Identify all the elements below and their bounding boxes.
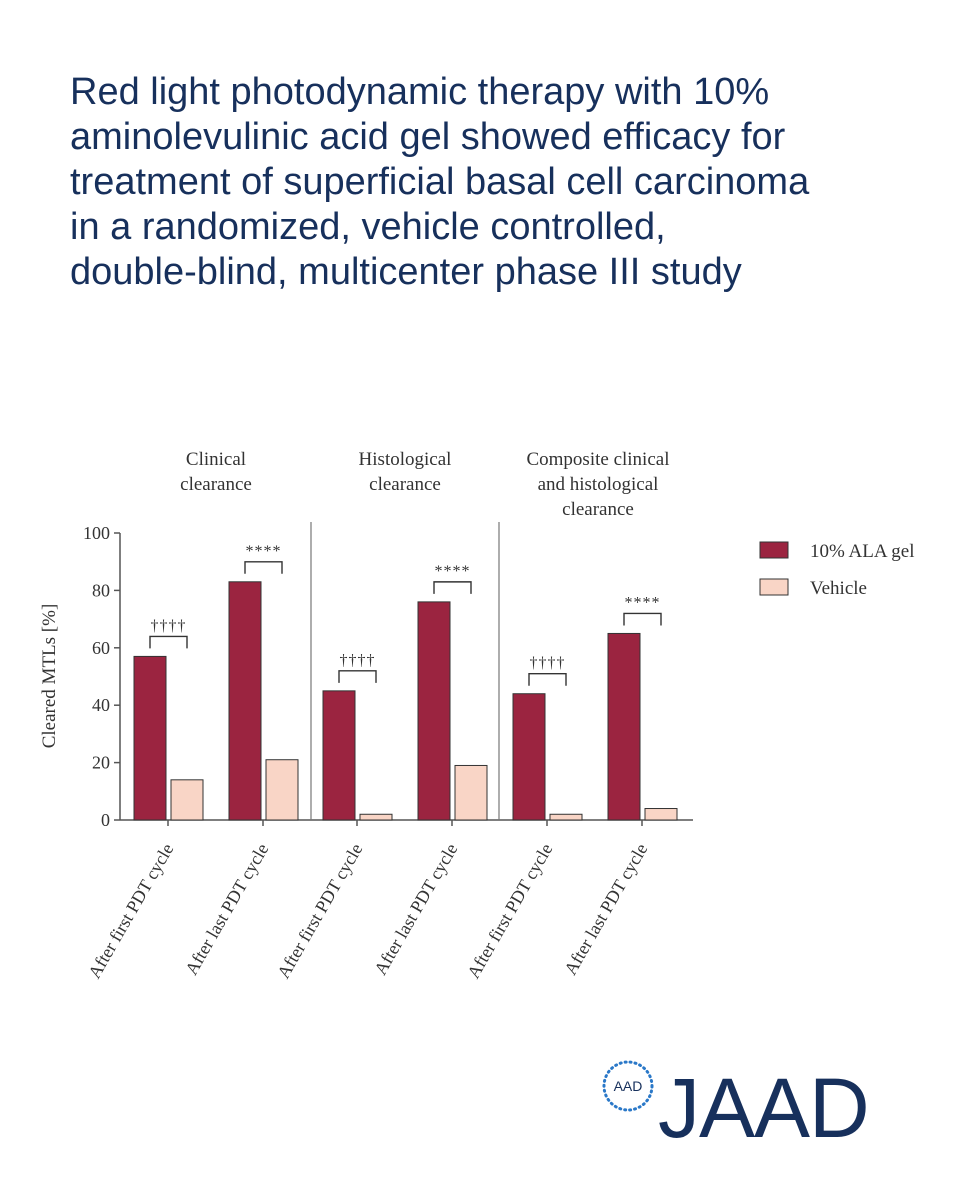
legend-swatch <box>759 578 789 596</box>
bar-ala <box>133 655 167 821</box>
x-tick-label: After last PDT cycle <box>181 840 272 978</box>
panel-title: clearance <box>562 499 634 520</box>
panel-title: and histological <box>538 474 659 495</box>
jaad-logo: AAD JAAD <box>600 1058 880 1158</box>
legend-swatch <box>759 541 789 559</box>
bar-vehicle <box>454 764 488 821</box>
x-tick-label: After first PDT cycle <box>84 840 177 982</box>
y-tick-label: 40 <box>92 695 110 715</box>
y-tick-label: 100 <box>83 523 110 543</box>
significance-bracket <box>433 581 472 594</box>
bar-vehicle <box>170 779 204 821</box>
y-tick-label: 0 <box>101 810 110 830</box>
x-tick-label: After last PDT cycle <box>560 840 651 978</box>
headline-line: double-blind, multicenter phase III stud… <box>70 251 742 293</box>
bar-ala <box>322 690 356 821</box>
aad-badge-text: AAD <box>614 1078 643 1094</box>
y-tick-label: 20 <box>92 753 110 773</box>
legend-label: 10% ALA gel <box>810 541 915 562</box>
significance-label: **** <box>435 563 471 580</box>
x-tick-label: After first PDT cycle <box>463 840 556 982</box>
significance-label: **** <box>625 594 661 611</box>
bar-vehicle <box>644 808 678 821</box>
x-tick-label: After first PDT cycle <box>273 840 366 982</box>
jaad-wordmark: JAAD <box>658 1061 870 1155</box>
bar-vehicle <box>549 813 583 821</box>
y-axis-label: Cleared MTLs [%] <box>39 604 60 749</box>
significance-bracket <box>623 612 662 626</box>
significance-bracket <box>338 670 377 683</box>
bar-chart: 0 20 40 60 80 100 Cleared MTLs [%] Clinical clea… <box>39 449 915 982</box>
significance-label: †††† <box>151 617 187 634</box>
aad-badge-icon: AAD <box>602 1060 654 1112</box>
panel-title: clearance <box>369 474 441 495</box>
bar-ala <box>417 601 451 821</box>
panel-title: Clinical <box>186 449 246 470</box>
headline-line: Red light photodynamic therapy with 10% <box>70 71 770 113</box>
panel-title: clearance <box>180 474 252 495</box>
significance-label: †††† <box>530 655 566 672</box>
headline-line: aminolevulinic acid gel showed efficacy … <box>70 116 786 158</box>
bar-ala <box>228 581 262 821</box>
bar-ala <box>607 632 641 821</box>
headline-line: in a randomized, vehicle controlled, <box>70 206 666 248</box>
headline-line: treatment of superficial basal cell carc… <box>70 161 810 203</box>
x-tick-label: After last PDT cycle <box>370 840 461 978</box>
panel-title: Histological <box>359 449 452 470</box>
bar-vehicle <box>265 759 299 821</box>
panel-title: Composite clinical <box>526 449 669 470</box>
y-tick-label: 60 <box>92 638 110 658</box>
significance-bracket <box>244 561 283 574</box>
bar-vehicle <box>359 813 393 821</box>
headline: Red light photodynamic therapy with 10% … <box>70 70 950 295</box>
y-tick-label: 80 <box>92 580 110 600</box>
significance-label: †††† <box>340 652 376 669</box>
significance-label: **** <box>246 543 282 560</box>
significance-bracket <box>149 635 188 649</box>
legend-label: Vehicle <box>810 578 867 599</box>
significance-bracket <box>528 673 567 686</box>
bar-ala <box>512 693 546 821</box>
